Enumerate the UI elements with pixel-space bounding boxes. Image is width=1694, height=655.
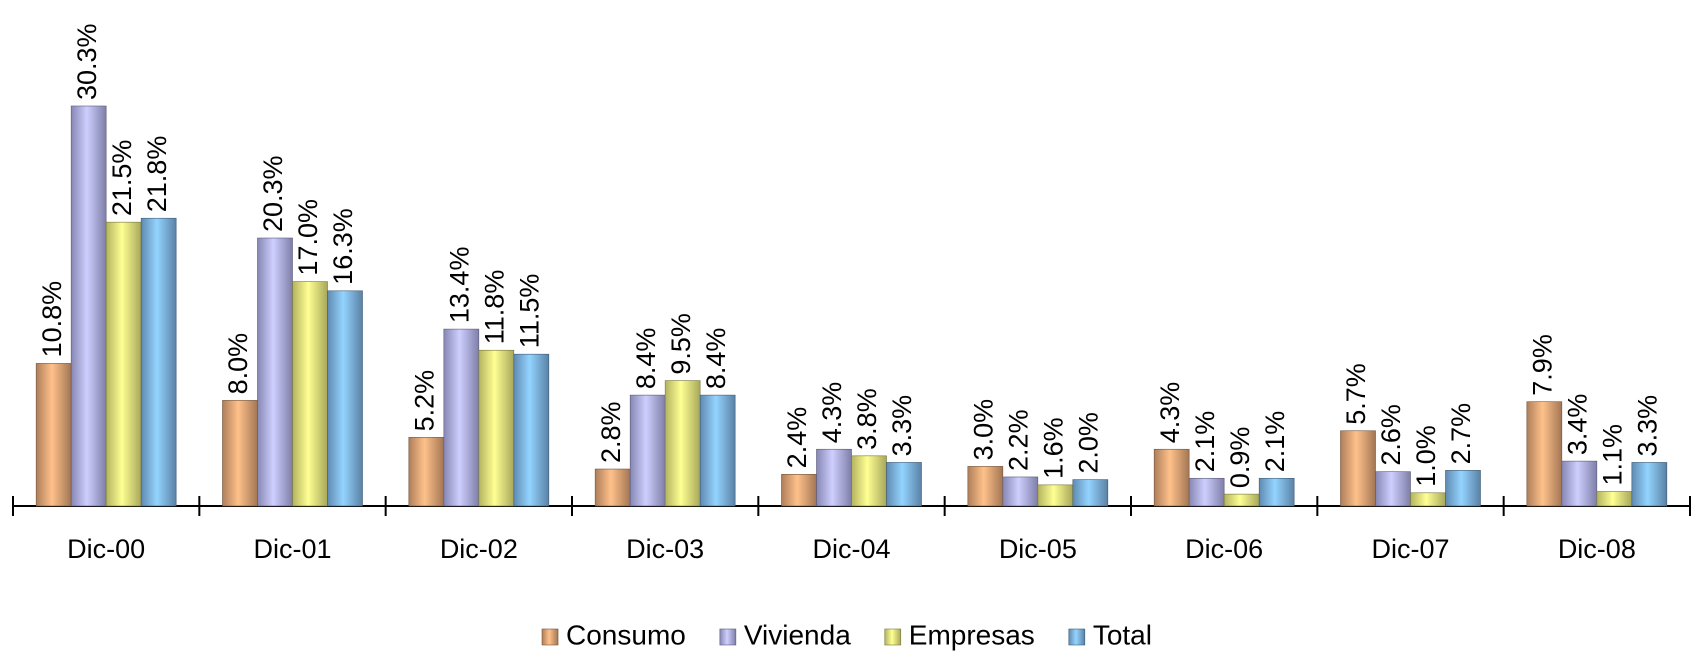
value-label: 2.4% — [782, 407, 812, 469]
legend-swatch — [541, 628, 559, 646]
value-label: 2.6% — [1376, 404, 1406, 466]
value-label: 30.3% — [72, 23, 102, 100]
value-label: 3.3% — [1632, 395, 1662, 457]
value-label: 3.4% — [1562, 394, 1592, 456]
value-label: 9.5% — [666, 313, 696, 375]
value-label: 2.2% — [1003, 409, 1033, 471]
x-tick-label: Dic-04 — [812, 534, 890, 564]
x-tick-label: Dic-03 — [626, 534, 704, 564]
bar — [967, 466, 1004, 507]
value-label: 2.0% — [1073, 412, 1103, 474]
value-label: 21.8% — [142, 136, 172, 213]
bar — [1375, 471, 1411, 507]
bar — [699, 394, 736, 507]
value-label: 13.4% — [444, 247, 474, 324]
bar — [292, 281, 328, 507]
legend-swatch — [719, 628, 737, 646]
bar — [1340, 430, 1376, 507]
bar — [140, 217, 177, 507]
x-tick-label: Dic-05 — [999, 534, 1077, 564]
x-tick-label: Dic-06 — [1185, 534, 1263, 564]
value-label: 1.0% — [1411, 425, 1441, 487]
bar — [1596, 491, 1633, 507]
x-tick-label: Dic-01 — [253, 534, 331, 564]
bar — [629, 394, 666, 507]
bar — [408, 437, 445, 507]
bar — [1631, 462, 1668, 507]
bar — [1037, 484, 1074, 507]
bar — [35, 363, 72, 507]
legend-label: Empresas — [909, 619, 1035, 650]
bar — [513, 353, 550, 507]
legend-label: Total — [1093, 619, 1152, 650]
value-label: 21.5% — [107, 140, 137, 217]
value-label: 3.8% — [852, 388, 882, 450]
bar — [664, 380, 701, 507]
bar — [105, 221, 142, 507]
bar — [816, 448, 852, 507]
bar — [443, 328, 480, 507]
value-label: 11.8% — [479, 270, 509, 345]
bar — [594, 468, 631, 507]
bar — [1526, 401, 1563, 507]
value-label: 7.9% — [1527, 334, 1557, 396]
bar — [886, 462, 922, 507]
bar — [1258, 477, 1295, 507]
bar — [1188, 477, 1225, 507]
value-label: 8.0% — [223, 333, 253, 395]
bar — [1410, 492, 1446, 507]
legend-swatch — [1068, 628, 1086, 646]
value-label: 10.8% — [37, 281, 67, 358]
value-label: 0.9% — [1225, 427, 1255, 489]
legend-label: Consumo — [566, 619, 686, 650]
value-label: 4.3% — [1155, 382, 1185, 444]
legend-swatch — [884, 628, 902, 646]
bar — [478, 349, 515, 507]
value-label: 2.8% — [596, 401, 626, 463]
value-label: 17.0% — [293, 199, 323, 276]
bar — [222, 400, 258, 507]
bar — [257, 237, 293, 507]
value-label: 4.3% — [817, 382, 847, 444]
value-label: 1.1% — [1597, 424, 1627, 486]
value-label: 3.0% — [968, 399, 998, 461]
bar — [781, 474, 817, 507]
x-tick-label: Dic-08 — [1558, 534, 1636, 564]
x-tick-label: Dic-02 — [440, 534, 518, 564]
value-label: 3.3% — [887, 395, 917, 457]
value-label: 8.4% — [631, 328, 661, 390]
legend-label: Vivienda — [744, 619, 851, 650]
bar — [1153, 448, 1190, 507]
value-label: 2.1% — [1190, 411, 1220, 473]
bar — [327, 290, 363, 507]
value-label: 11.5% — [514, 274, 544, 349]
value-label: 2.1% — [1260, 411, 1290, 473]
value-label: 16.3% — [328, 208, 358, 285]
x-tick-label: Dic-00 — [67, 534, 145, 564]
bar — [1223, 493, 1260, 507]
value-label: 1.6% — [1038, 417, 1068, 479]
bar — [1445, 470, 1481, 507]
bar — [70, 105, 107, 507]
value-label: 5.7% — [1341, 363, 1371, 425]
x-tick-label: Dic-07 — [1371, 534, 1449, 564]
value-label: 20.3% — [258, 155, 288, 232]
value-label: 8.4% — [701, 328, 731, 390]
bar — [1002, 476, 1039, 507]
bar — [1561, 460, 1598, 507]
bar — [1072, 479, 1109, 507]
bar — [851, 455, 887, 507]
value-label: 2.7% — [1446, 403, 1476, 465]
value-label: 5.2% — [409, 370, 439, 432]
